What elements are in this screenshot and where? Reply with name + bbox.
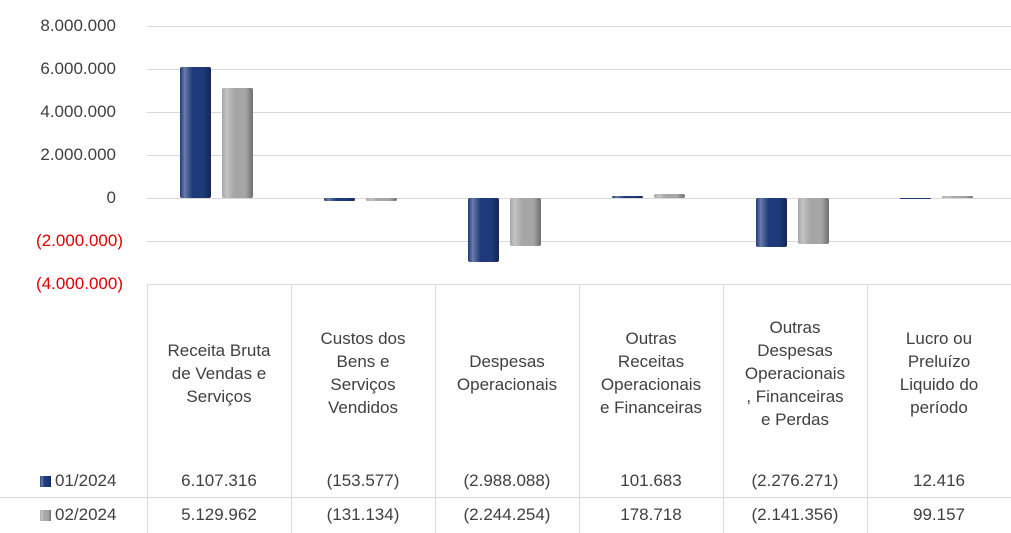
table-value: 5.129.962 [181, 505, 257, 524]
bar [756, 198, 787, 247]
y-tick-label: (2.000.000) [36, 231, 123, 250]
y-tick-label: 0 [106, 188, 116, 207]
bar [366, 198, 397, 201]
bar [222, 87, 253, 198]
table-value: (2.141.356) [751, 505, 839, 524]
bar [180, 66, 211, 198]
table-value: 101.683 [620, 471, 682, 490]
table-line [0, 497, 1011, 498]
table-line [579, 284, 580, 533]
table-line [435, 284, 436, 533]
y-tick-label: 8.000.000 [40, 16, 116, 35]
bar [468, 198, 499, 263]
bar [324, 198, 355, 202]
category-label: Custos dos Bens e Serviços Vendidos [320, 329, 406, 417]
category-label: Outras Despesas Operacionais, Financeira… [744, 317, 846, 429]
table-value: (2.244.254) [463, 505, 551, 524]
table-value: (2.988.088) [463, 471, 551, 490]
category-label: Lucro ou Preluízo Liquido do período [899, 329, 979, 417]
y-tick-label: (4.000.000) [36, 274, 123, 293]
table-value: 178.718 [620, 505, 682, 524]
table-value: (153.577) [326, 471, 400, 490]
bar [942, 195, 973, 198]
table-line [147, 284, 148, 533]
legend-label: 01/2024 [55, 471, 117, 490]
grid-line [147, 198, 1011, 199]
table-value: (2.276.271) [751, 471, 839, 490]
y-tick-label: 2.000.000 [40, 145, 116, 164]
bar [612, 195, 643, 198]
table-line [867, 284, 868, 533]
table-value: 99.157 [913, 505, 965, 524]
grid-line [147, 69, 1011, 70]
grid-line [147, 241, 1011, 242]
y-tick-label: 6.000.000 [40, 59, 116, 78]
grid-line [147, 112, 1011, 113]
table-value: 6.107.316 [181, 471, 257, 490]
grid-line [147, 155, 1011, 156]
legend-label: 02/2024 [55, 505, 117, 524]
bar [654, 194, 685, 198]
table-line [723, 284, 724, 533]
bar [510, 198, 541, 247]
category-label: Receita Bruta de Vendas e Serviços [167, 340, 271, 406]
category-label: Outras Receitas Operacionais e Financeir… [599, 329, 703, 417]
table-value: 12.416 [913, 471, 965, 490]
legend-key [40, 476, 51, 487]
bar [798, 198, 829, 245]
legend-key [40, 510, 51, 521]
grid-line [147, 26, 1011, 27]
category-label: Despesas Operacionais [456, 352, 558, 394]
y-tick-label: 4.000.000 [40, 102, 116, 121]
table-line [291, 284, 292, 533]
table-value: (131.134) [326, 505, 400, 524]
